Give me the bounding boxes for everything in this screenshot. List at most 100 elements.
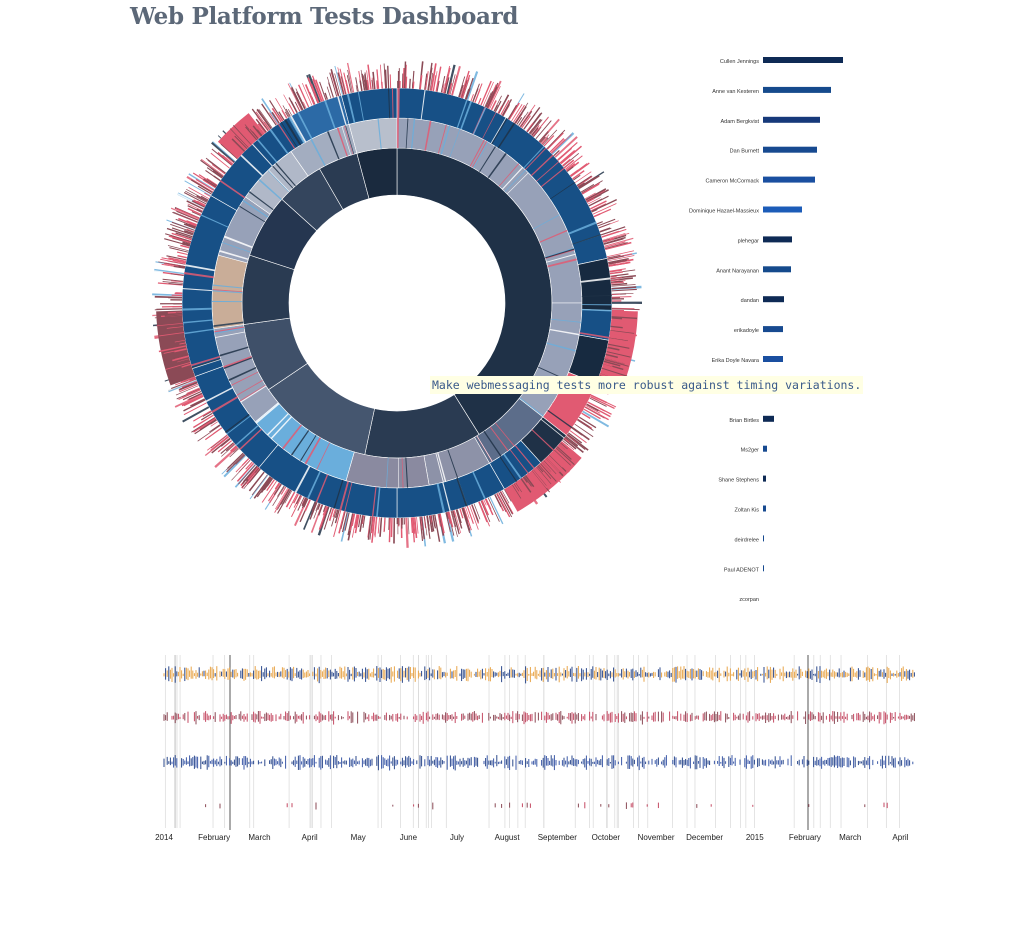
sunburst-sliver[interactable] (183, 395, 204, 407)
sunburst-sliver[interactable] (251, 131, 259, 140)
sunburst-sliver[interactable] (230, 445, 238, 453)
sunburst-sliver[interactable] (205, 169, 221, 182)
sunburst-sliver[interactable] (377, 118, 382, 149)
sunburst-sliver[interactable] (456, 477, 468, 507)
sunburst-sliver[interactable] (469, 139, 485, 167)
sunburst-sliver[interactable] (497, 122, 516, 149)
sunburst-sliver[interactable] (543, 135, 555, 147)
sunburst-sliver[interactable] (597, 218, 616, 227)
sunburst-sliver[interactable] (506, 487, 514, 498)
sunburst-sliver[interactable] (255, 118, 267, 133)
sunburst-sliver[interactable] (388, 517, 391, 543)
sunburst-sliver[interactable] (187, 205, 203, 213)
sunburst-sliver[interactable] (544, 247, 574, 258)
sunburst-sliver[interactable] (483, 430, 502, 457)
sunburst-sliver[interactable] (590, 396, 615, 410)
sunburst-sliver[interactable] (611, 300, 622, 302)
sunburst-sliver[interactable] (173, 211, 198, 223)
sunburst-sliver[interactable] (611, 301, 642, 304)
sunburst-sliver[interactable] (587, 401, 612, 415)
sunburst-sliver[interactable] (540, 134, 550, 144)
sunburst-sliver[interactable] (367, 516, 372, 540)
sunburst-sliver[interactable] (516, 481, 521, 487)
sunburst-sliver[interactable] (169, 235, 191, 243)
sunburst-sliver[interactable] (584, 192, 596, 200)
sunburst-sliver[interactable] (506, 172, 529, 195)
sunburst-sliver[interactable] (609, 269, 623, 273)
sunburst-sliver[interactable] (170, 354, 189, 360)
sunburst-sliver[interactable] (154, 315, 183, 319)
sunburst-sliver[interactable] (277, 485, 285, 497)
sunburst-sliver[interactable] (482, 81, 494, 107)
sunburst-sliver[interactable] (360, 69, 365, 91)
sunburst-sliver[interactable] (535, 120, 552, 140)
contributor-bar[interactable] (763, 57, 843, 63)
sunburst-sliver[interactable] (295, 91, 306, 110)
sunburst-sliver[interactable] (269, 128, 289, 155)
sunburst-sliver[interactable] (210, 434, 228, 449)
sunburst-sliver[interactable] (603, 362, 613, 367)
sunburst-sliver[interactable] (295, 494, 302, 505)
contributor-bar[interactable] (763, 415, 774, 422)
sunburst-sliver[interactable] (174, 393, 203, 408)
sunburst-sliver[interactable] (486, 86, 498, 109)
sunburst-sliver[interactable] (610, 280, 624, 284)
sunburst-sliver[interactable] (241, 465, 258, 485)
sunburst-sliver[interactable] (341, 126, 352, 156)
sunburst-sliver[interactable] (487, 497, 500, 522)
sunburst-sliver[interactable] (560, 442, 568, 450)
sunburst-sliver[interactable] (591, 394, 617, 408)
sunburst-sliver[interactable] (229, 128, 249, 148)
contributor-bar[interactable] (763, 475, 766, 482)
sunburst-sliver[interactable] (498, 492, 513, 518)
sunburst-sliver[interactable] (231, 371, 259, 386)
sunburst-sliver[interactable] (480, 500, 491, 523)
sunburst-sliver[interactable] (530, 470, 536, 477)
sunburst-sliver[interactable] (222, 242, 251, 253)
sunburst-sliver[interactable] (376, 82, 378, 89)
contributor-bar[interactable] (763, 296, 784, 303)
sunburst-sliver[interactable] (401, 517, 403, 529)
sunburst-sliver[interactable] (183, 272, 214, 279)
sunburst-sliver[interactable] (487, 153, 507, 179)
sunburst-sliver[interactable] (398, 517, 400, 526)
sunburst-sliver[interactable] (312, 78, 323, 102)
sunburst-sliver[interactable] (231, 150, 240, 158)
sunburst-sliver[interactable] (583, 408, 601, 420)
sunburst-sliver[interactable] (182, 287, 213, 292)
sunburst-sliver[interactable] (448, 511, 454, 528)
sunburst-sliver[interactable] (611, 319, 624, 323)
sunburst-sliver[interactable] (537, 465, 544, 473)
contributor-bar[interactable] (763, 236, 792, 243)
sunburst-sliver[interactable] (331, 509, 337, 527)
sunburst-sliver[interactable] (569, 430, 587, 444)
sunburst-sliver[interactable] (576, 175, 593, 187)
sunburst-sliver[interactable] (258, 178, 282, 201)
sunburst-sliver[interactable] (290, 430, 310, 456)
sunburst-sliver[interactable] (269, 112, 278, 125)
sunburst-sliver[interactable] (354, 514, 359, 529)
sunburst-sliver[interactable] (285, 491, 296, 508)
sunburst-sliver[interactable] (261, 480, 277, 503)
sunburst-sliver[interactable] (523, 145, 545, 169)
sunburst-sliver[interactable] (275, 487, 288, 510)
sunburst-sliver[interactable] (539, 136, 546, 144)
sunburst-sliver[interactable] (279, 488, 291, 506)
sunburst-sliver[interactable] (215, 331, 245, 338)
sunburst-sliver[interactable] (219, 346, 249, 357)
sunburst-sliver[interactable] (491, 118, 508, 145)
sunburst-sliver[interactable] (549, 453, 564, 468)
sunburst-sliver[interactable] (424, 73, 428, 90)
sunburst-sliver[interactable] (579, 332, 610, 339)
sunburst-sliver[interactable] (546, 132, 564, 150)
sunburst-sliver[interactable] (611, 298, 624, 300)
sunburst-sliver[interactable] (343, 72, 349, 94)
sunburst-sliver[interactable] (268, 483, 281, 502)
sunburst-sliver[interactable] (239, 205, 266, 223)
sunburst-sliver[interactable] (275, 162, 296, 187)
sunburst-sliver[interactable] (546, 253, 576, 263)
sunburst-sliver[interactable] (336, 127, 348, 157)
sunburst-sliver[interactable] (402, 517, 404, 525)
sunburst-sliver[interactable] (186, 228, 195, 233)
sunburst-sliver[interactable] (254, 467, 260, 473)
